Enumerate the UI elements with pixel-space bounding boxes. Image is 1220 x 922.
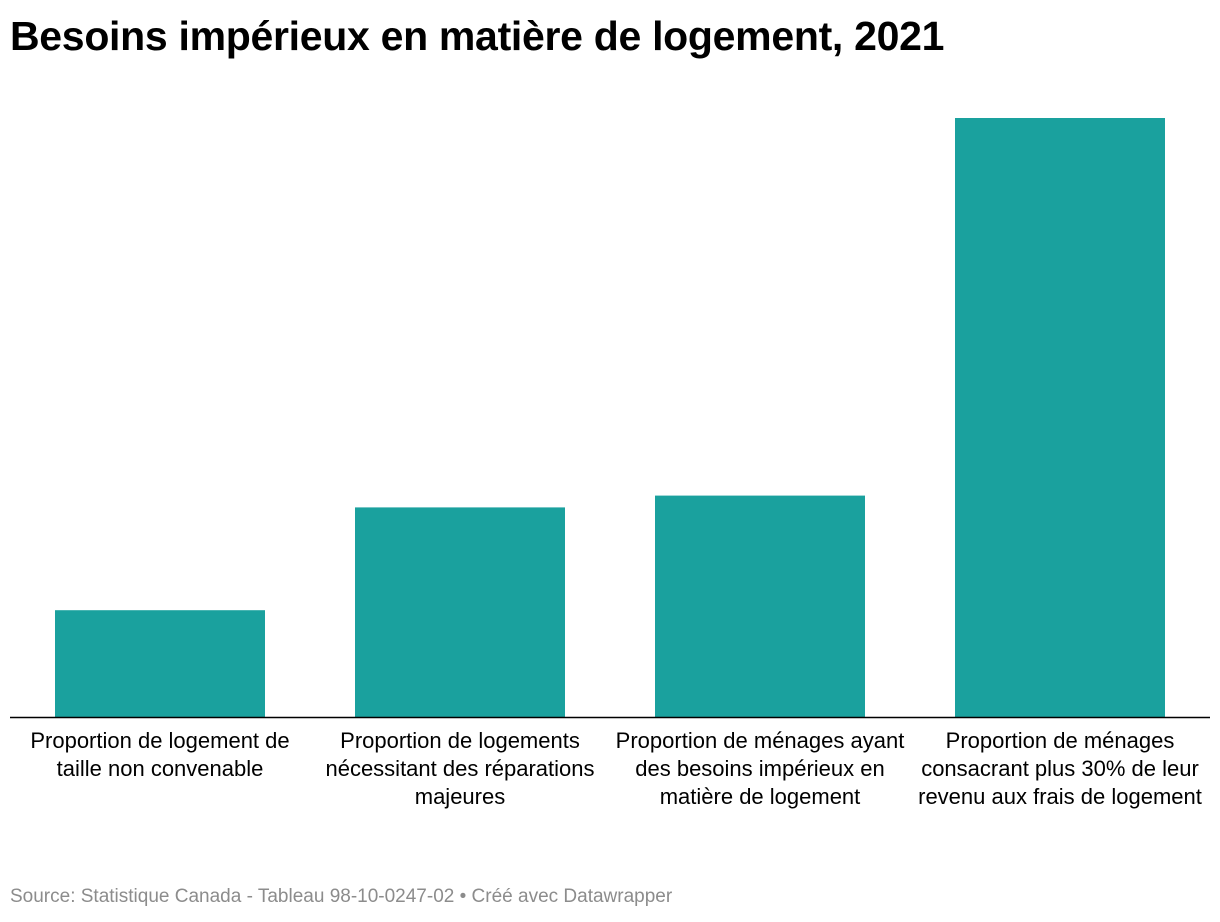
- category-label-2: Proportion de logements nécessitant des …: [325, 728, 595, 809]
- chart-title: Besoins impérieux en matière de logement…: [10, 13, 945, 59]
- category-label-1: Proportion de logement de taille non con…: [30, 728, 290, 781]
- bar-1: [55, 610, 265, 717]
- bar-2: [355, 507, 565, 717]
- bar-4: [955, 118, 1165, 717]
- category-label-4: Proportion de ménages consacrant plus 30…: [918, 728, 1202, 809]
- source-note: Source: Statistique Canada - Tableau 98-…: [10, 886, 673, 907]
- bar-3: [655, 495, 865, 717]
- category-label-3: Proportion de ménages ayant des besoins …: [615, 728, 905, 809]
